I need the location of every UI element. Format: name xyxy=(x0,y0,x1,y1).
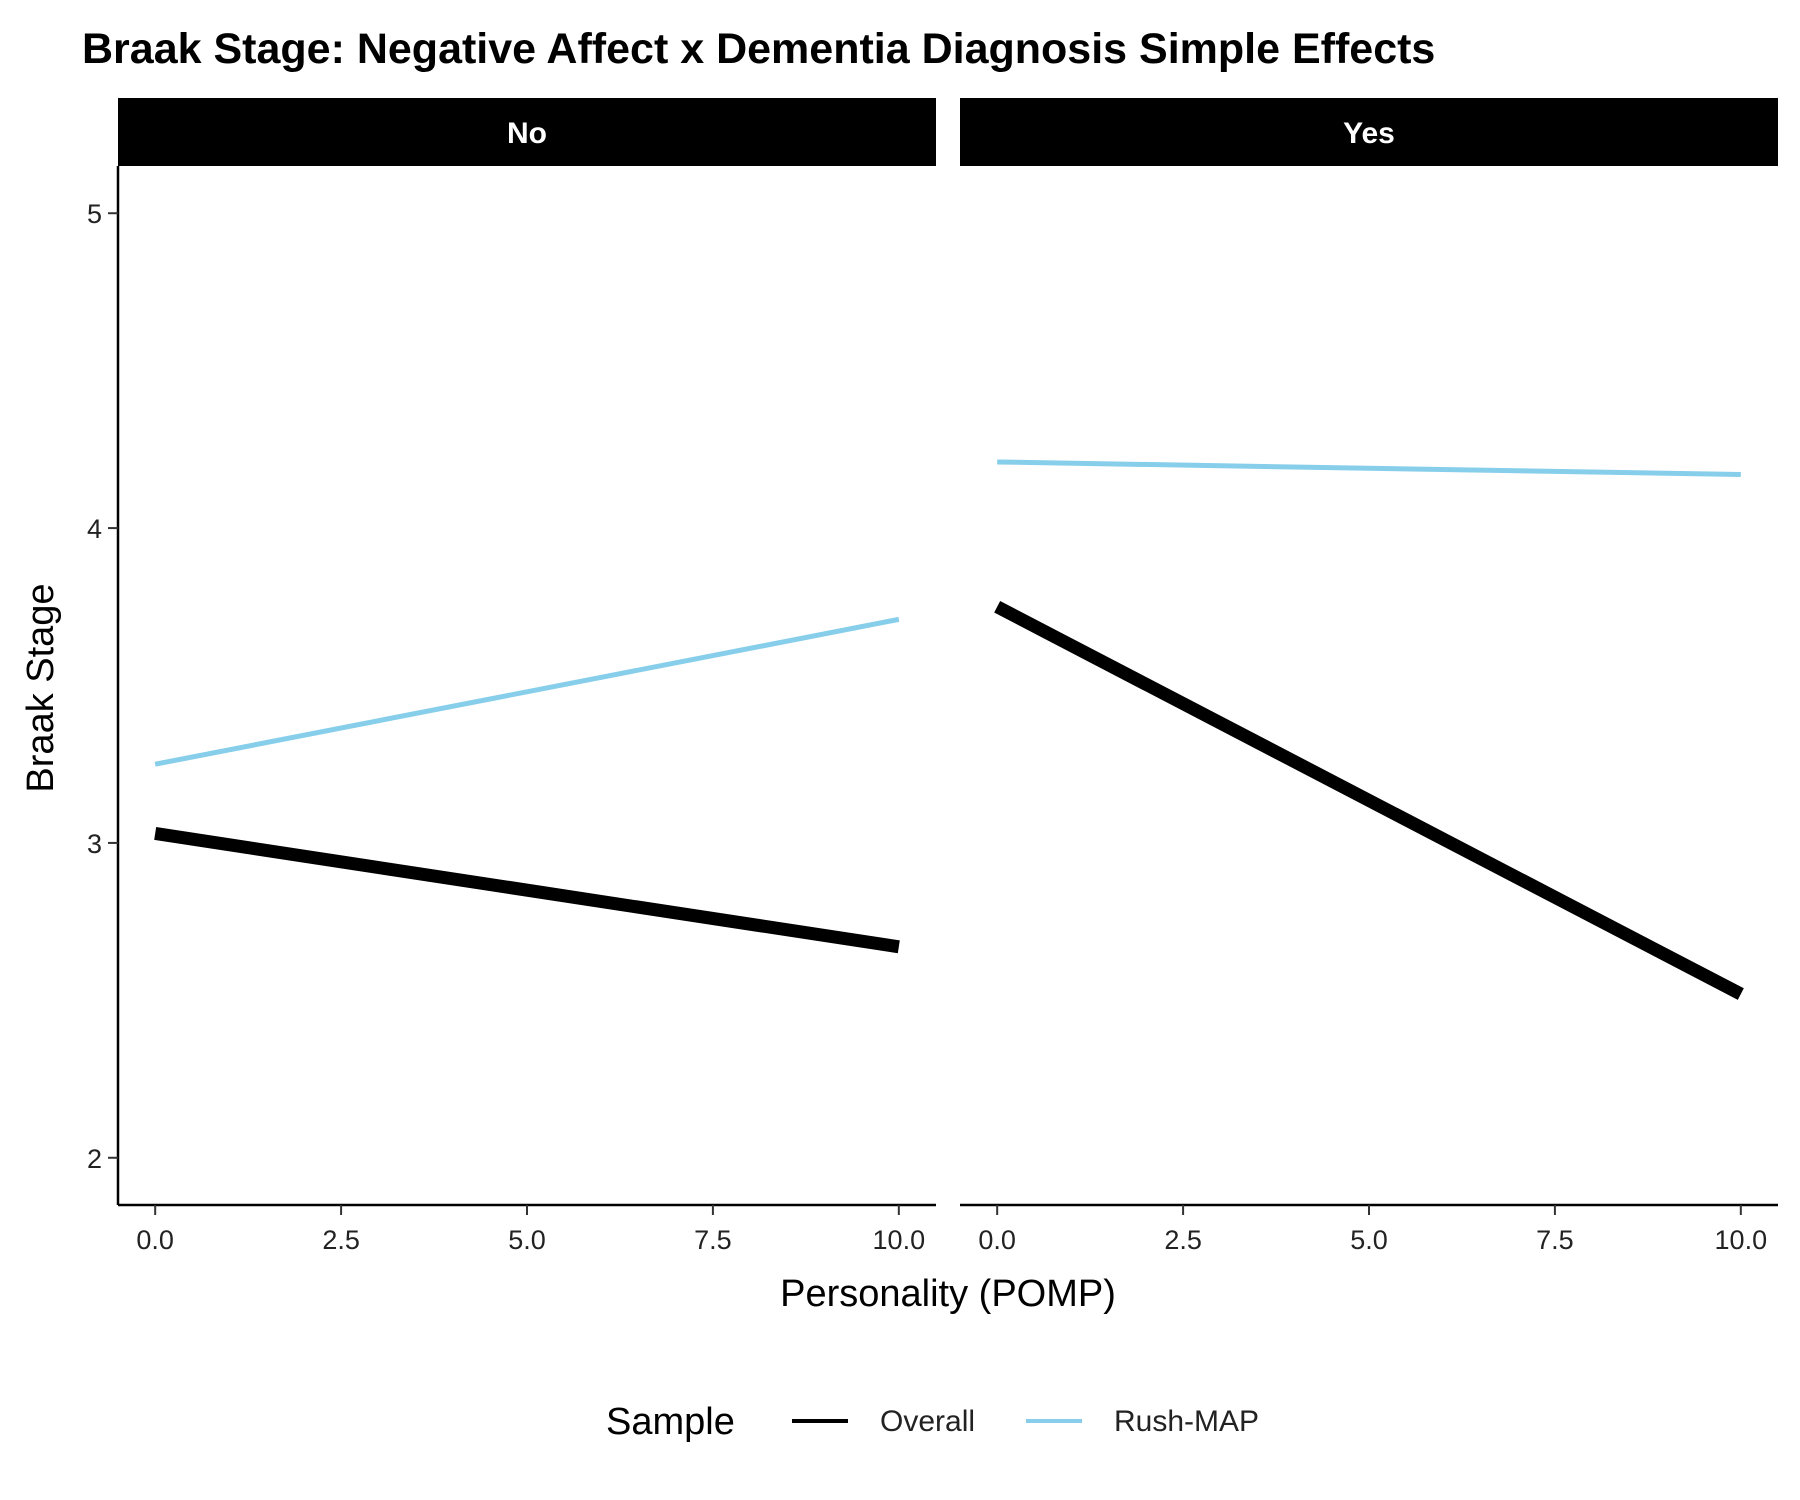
x-tick-label: 10.0 xyxy=(1715,1225,1768,1255)
panel-no: No 2 3 4 5 0.0 2.5 5.0 7.5 10.0 xyxy=(87,98,936,1255)
series-line-rush-map xyxy=(997,459,1741,478)
y-tick-label: 3 xyxy=(87,829,102,859)
y-tick-label: 5 xyxy=(87,199,102,229)
y-axis-title: Braak Stage xyxy=(20,583,62,792)
x-tick-label: 5.0 xyxy=(1350,1225,1388,1255)
x-axis-title: Personality (POMP) xyxy=(780,1273,1116,1315)
legend-label: Overall xyxy=(880,1405,975,1438)
x-tick-label: 2.5 xyxy=(322,1225,360,1255)
x-tick-label: 0.0 xyxy=(978,1225,1016,1255)
x-tick-label: 2.5 xyxy=(1164,1225,1202,1255)
legend-entry-rush-map: Rush-MAP xyxy=(1026,1405,1259,1438)
x-tick-label: 7.5 xyxy=(694,1225,732,1255)
x-tick-label: 5.0 xyxy=(508,1225,546,1255)
chart-panels: No 2 3 4 5 0.0 2.5 5.0 7.5 10.0 Yes 0.0 2.5 5.0 7.5 10.… xyxy=(87,98,1778,1255)
x-tick-label: 10.0 xyxy=(873,1225,926,1255)
x-tick-label: 0.0 xyxy=(136,1225,174,1255)
facet-strip-label: Yes xyxy=(1343,117,1395,150)
legend-entries: Overall Rush-MAP xyxy=(792,1405,1259,1438)
series-line-overall xyxy=(994,601,1744,1000)
legend-label: Rush-MAP xyxy=(1114,1405,1259,1438)
facet-strip xyxy=(960,98,1778,166)
facet-strip-label: No xyxy=(507,117,547,150)
legend: Sample Overall Rush-MAP xyxy=(606,1401,1259,1443)
y-tick-label: 4 xyxy=(87,514,102,544)
facet-strip xyxy=(118,98,936,166)
y-tick-label: 2 xyxy=(87,1144,102,1174)
panel-yes: Yes 0.0 2.5 5.0 7.5 10.0 xyxy=(960,98,1778,1255)
series-line-overall xyxy=(154,827,900,954)
x-tick-label: 7.5 xyxy=(1536,1225,1574,1255)
legend-title: Sample xyxy=(606,1401,735,1443)
legend-entry-overall: Overall xyxy=(792,1405,975,1438)
series-line-rush-map xyxy=(154,616,900,767)
chart-title: Braak Stage: Negative Affect x Dementia … xyxy=(82,25,1435,73)
